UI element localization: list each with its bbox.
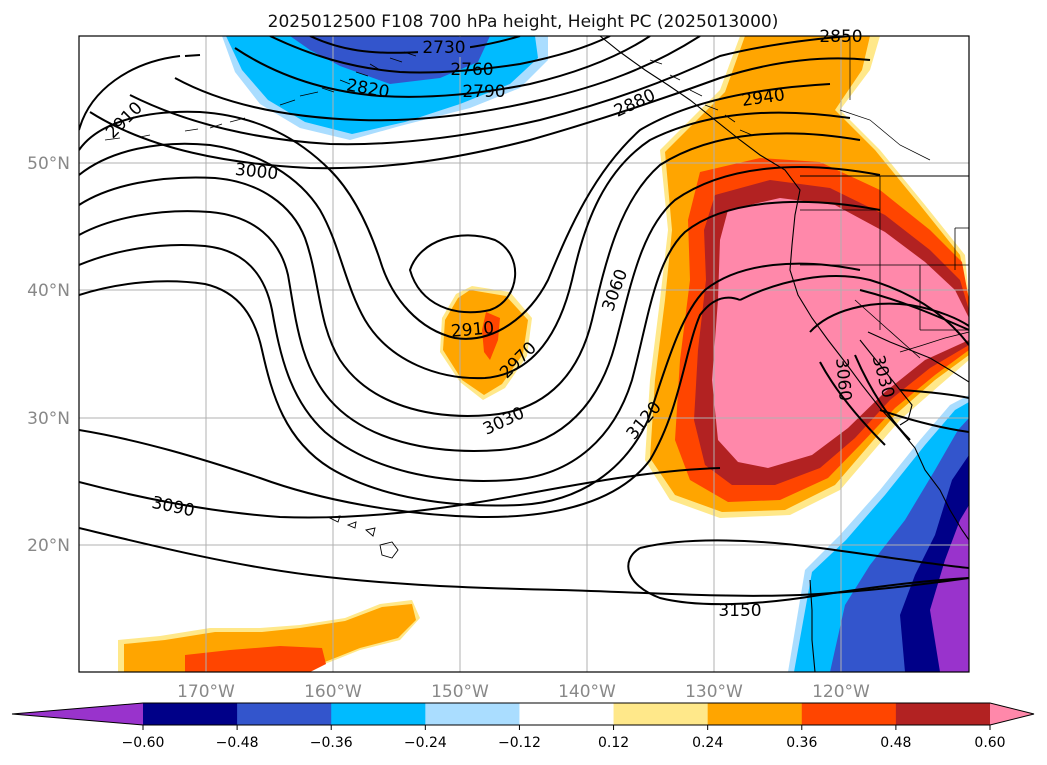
contour-label: 2790: [462, 82, 505, 102]
colorbar-tick-label: −0.12: [498, 735, 541, 751]
contour-3090: [79, 262, 861, 507]
contour-label: 3000: [234, 160, 279, 184]
contour-3000: [79, 132, 861, 417]
colorbar-tick-label: 0.36: [786, 735, 817, 751]
colorbar-bin-lightblue: [425, 703, 520, 725]
colorbar-tick-label: 0.12: [598, 735, 629, 751]
contour-label: 2850: [819, 27, 862, 47]
lat-label-20n: 20°N: [27, 536, 70, 556]
lon-label-150w: 150°W: [431, 682, 489, 702]
contour-3090-south: [79, 467, 721, 519]
contour-3120: [79, 296, 741, 519]
coastline-baja: [859, 331, 969, 426]
colorbar-tick-label: −0.24: [404, 735, 447, 751]
contour-label: 2910: [450, 318, 495, 342]
lon-label-130w: 130°W: [685, 682, 743, 702]
lat-label-50n: 50°N: [27, 154, 70, 174]
colorbar-extend-high: [990, 703, 1034, 725]
contour-2850: [129, 36, 851, 146]
colorbar: −0.60 −0.48 −0.36 −0.24 −0.12 0.12 0.24 0.36 0.4…: [11, 702, 1035, 751]
contour-2910: [79, 54, 517, 314]
contour-label: 2760: [450, 60, 493, 80]
colorbar-ticks: −0.60 −0.48 −0.36 −0.24 −0.12 0.12 0.24 0.36 0.4…: [122, 725, 1006, 751]
colorbar-tick-label: 0.48: [880, 735, 911, 751]
contour-2790: [234, 36, 651, 98]
lon-label-120w: 120°W: [812, 682, 870, 702]
colorbar-bin-cyan: [331, 703, 426, 725]
lon-label-160w: 160°W: [304, 682, 362, 702]
hawaii-islands: [328, 515, 399, 559]
canada-provinces: [839, 36, 931, 161]
colorbar-tick-label: −0.36: [310, 735, 353, 751]
lon-label-140w: 140°W: [558, 682, 616, 702]
colorbar-bin-orange: [707, 703, 803, 725]
contour-label: 3150: [718, 601, 761, 621]
lat-label-40n: 40°N: [27, 281, 70, 301]
contour-se-extra: [879, 389, 969, 433]
contour-2820: [174, 36, 701, 122]
colorbar-tick-label: −0.48: [216, 735, 259, 751]
map-plot-area: 2730 2760 2790 2820 2850 2880 2910 2940 …: [78, 27, 970, 673]
colorbar-bin-white: [519, 703, 615, 725]
negative-anomaly-se-purple: [930, 505, 969, 672]
colorbar-tick-label: 0.60: [974, 735, 1005, 751]
contour-3060-east: [739, 275, 969, 446]
lon-label-170w: 170°W: [177, 682, 235, 702]
colorbar-tick-label: 0.24: [692, 735, 723, 751]
colorbar-bins: [143, 703, 991, 725]
contour-label: 3060: [831, 357, 855, 402]
contour-label: 2730: [422, 38, 465, 58]
contour-3150: [627, 539, 969, 606]
lat-label-30n: 30°N: [27, 409, 70, 429]
positive-anomaly-low-red: [482, 312, 500, 360]
contour-2940: [79, 83, 831, 340]
height-contours: [79, 36, 969, 606]
colorbar-extend-low: [12, 703, 143, 725]
contour-2760: [269, 36, 611, 74]
positive-anomaly-sw-red: [185, 646, 326, 672]
colorbar-bin-navy: [143, 703, 238, 725]
colorbar-bin-yellow: [613, 703, 709, 725]
contour-2880: [89, 57, 871, 170]
longitude-labels: 170°W 160°W 150°W 140°W 130°W 120°W: [177, 682, 870, 702]
colorbar-bin-redorange: [801, 703, 897, 725]
contour-3000-east: [859, 289, 969, 331]
figure-title: 2025012500 F108 700 hPa height, Height P…: [268, 12, 779, 32]
contour-3060-west: [79, 200, 881, 482]
colorbar-tick-label: −0.60: [122, 735, 165, 751]
contour-3030-west: [79, 166, 881, 452]
latitude-labels: 50°N 40°N 30°N 20°N: [27, 154, 70, 556]
colorbar-bin-firebrick: [895, 703, 991, 725]
coastline-north-america: [599, 36, 969, 541]
label-bg: [418, 37, 470, 57]
map-frame-border: [78, 35, 970, 673]
contour-2970: [79, 111, 851, 380]
state-borders: [800, 176, 969, 359]
colorbar-bin-royal: [237, 703, 332, 725]
